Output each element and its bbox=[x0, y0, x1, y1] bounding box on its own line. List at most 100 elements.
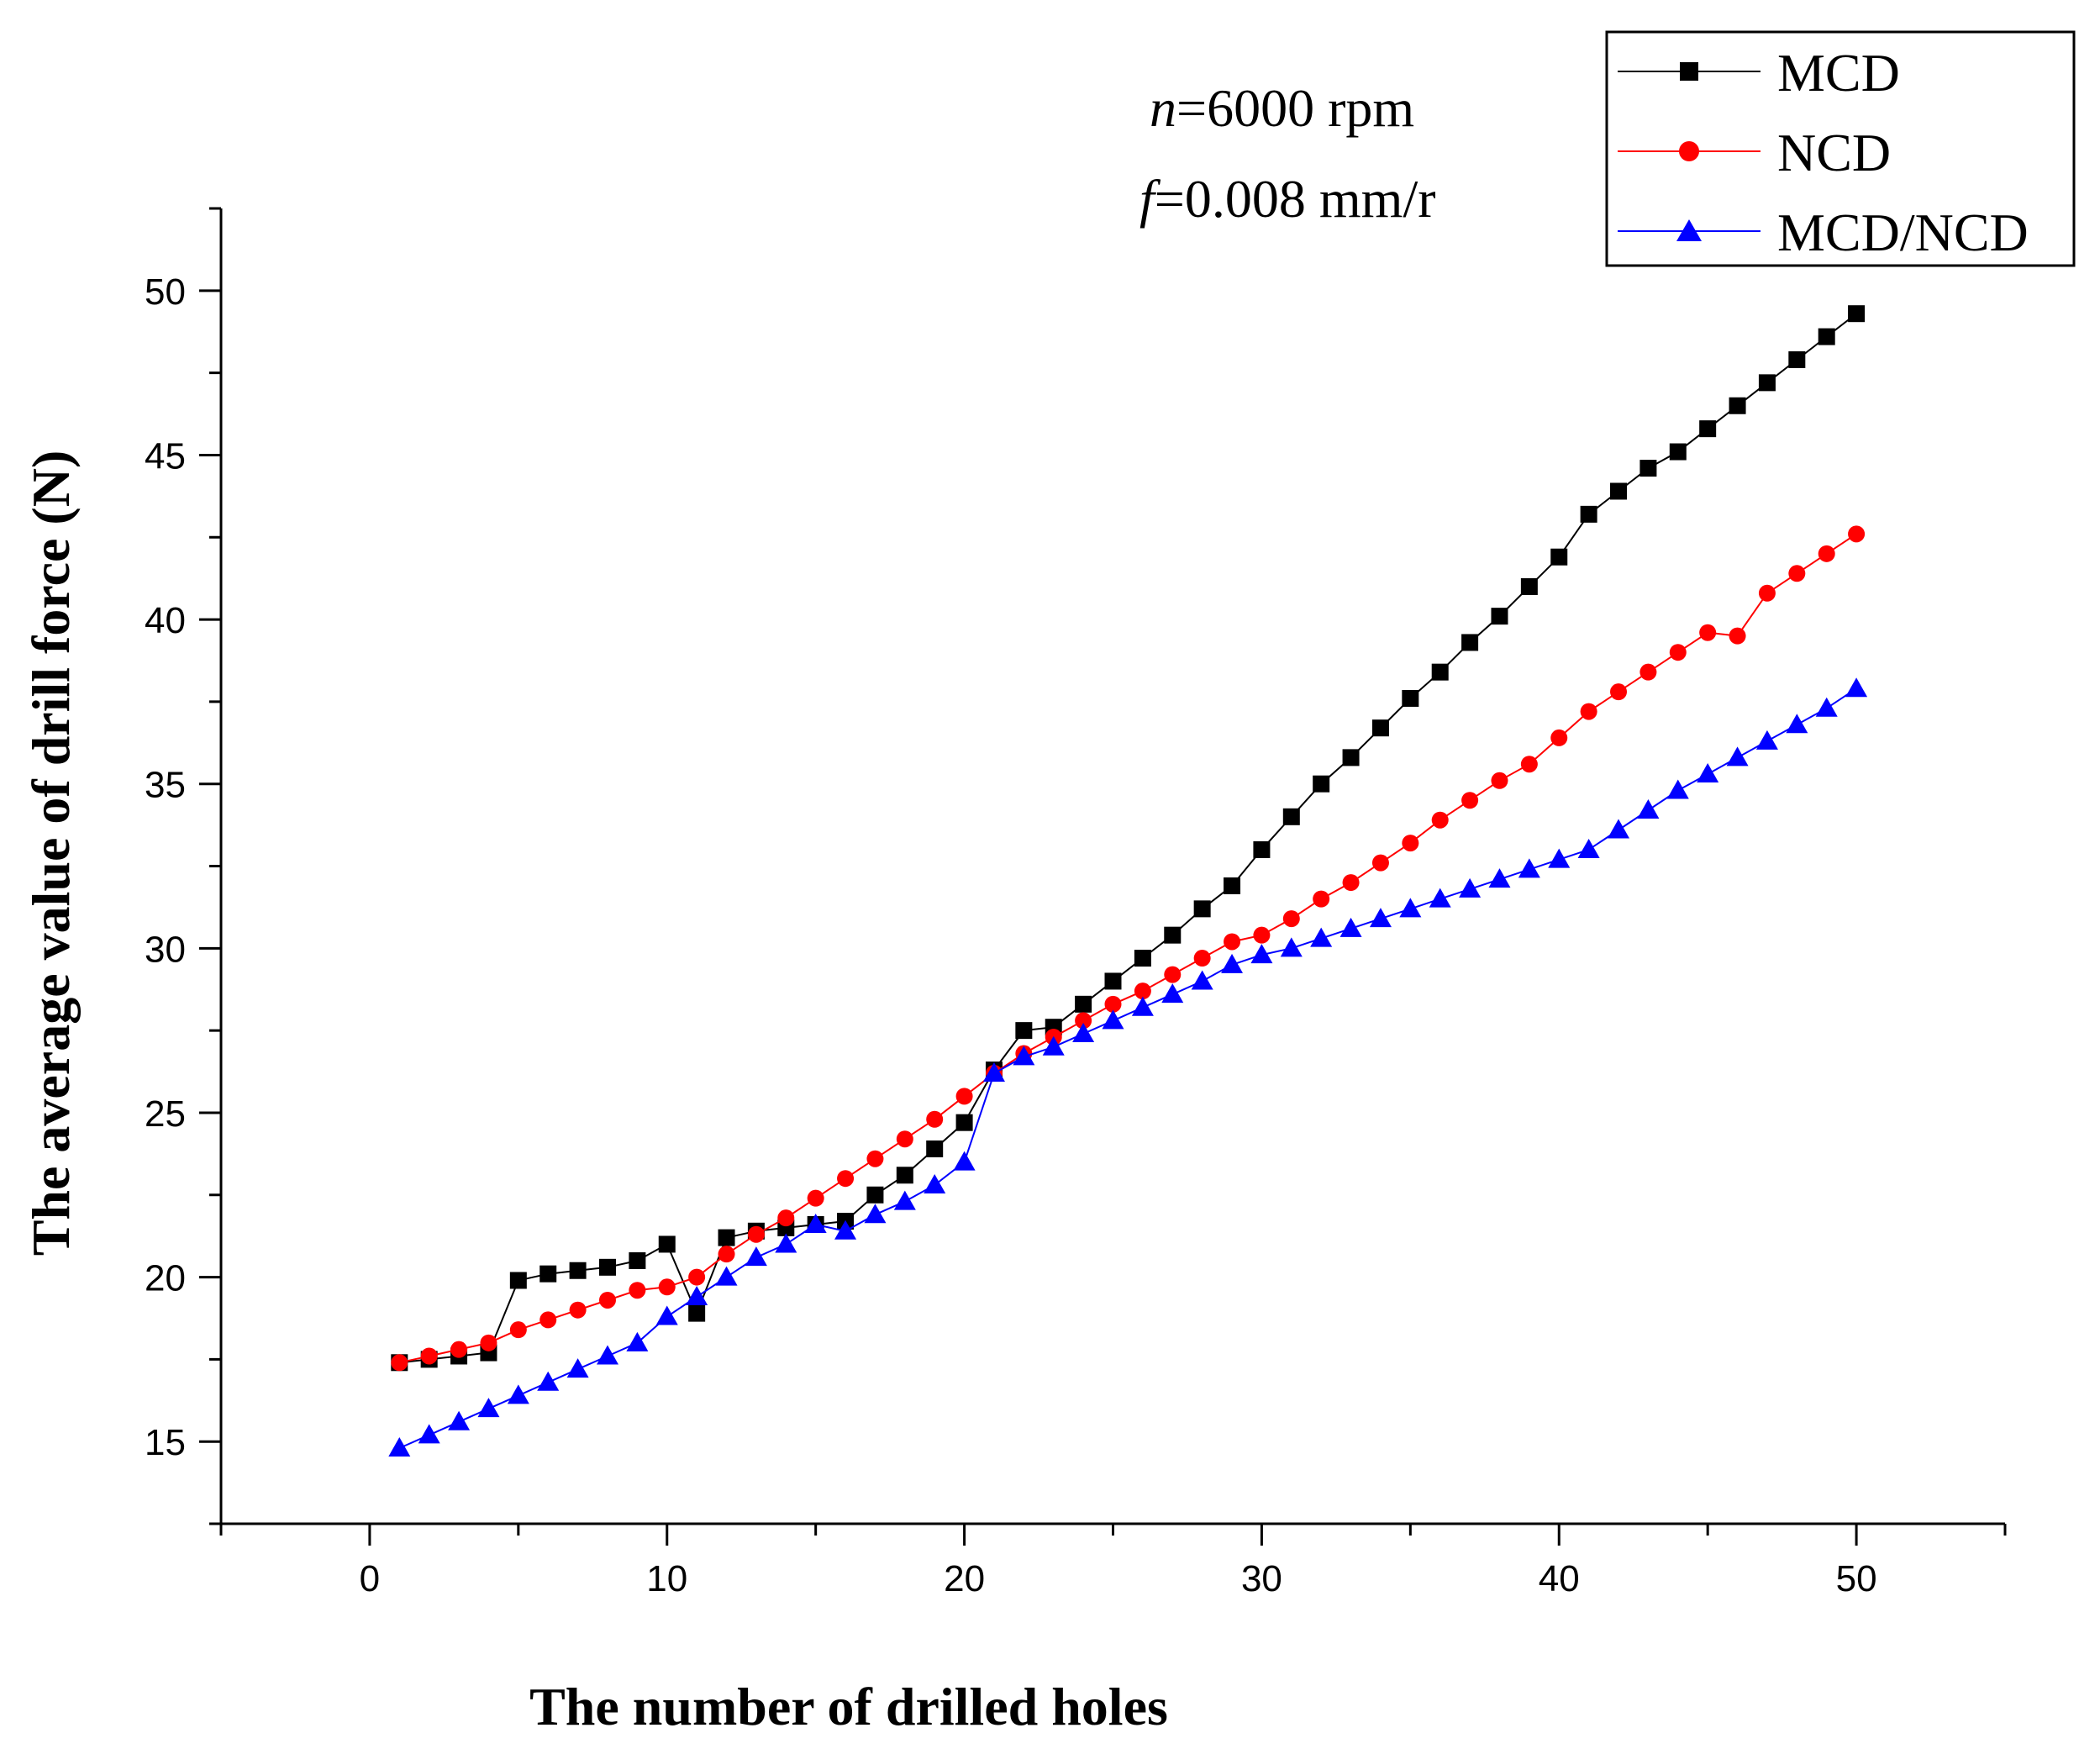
x-tick-label: 20 bbox=[944, 1558, 985, 1599]
data-point-mcd-ncd bbox=[566, 1358, 589, 1378]
data-point-ncd bbox=[629, 1282, 646, 1299]
legend-label-ncd: NCD bbox=[1777, 123, 1891, 182]
data-point-mcd bbox=[598, 1258, 616, 1276]
y-tick-label: 50 bbox=[145, 271, 186, 313]
ticks: 0 10 20 30 40 50 15 20 25 30 35 40 45 50 bbox=[145, 207, 2007, 1599]
data-point-mcd bbox=[718, 1229, 735, 1246]
data-point-ncd bbox=[926, 1110, 944, 1128]
data-point-mcd-ncd bbox=[745, 1246, 767, 1267]
data-point-mcd-ncd bbox=[982, 1062, 1005, 1082]
data-point-ncd bbox=[1402, 835, 1419, 852]
data-point-ncd bbox=[1848, 525, 1866, 543]
data-point-ncd bbox=[1491, 772, 1508, 789]
data-point-mcd-ncd bbox=[893, 1190, 916, 1210]
data-point-mcd bbox=[1610, 482, 1628, 500]
data-point-mcd-ncd bbox=[834, 1220, 857, 1240]
data-point-ncd bbox=[1639, 663, 1657, 681]
data-point-mcd-ncd bbox=[1369, 908, 1392, 928]
data-point-mcd-ncd bbox=[655, 1305, 678, 1325]
data-point-ncd bbox=[688, 1268, 706, 1286]
legend-label-mcd-ncd: MCD/NCD bbox=[1777, 203, 2029, 262]
series-mcd-ncd bbox=[388, 677, 1868, 1457]
data-point-mcd-ncd bbox=[1666, 779, 1689, 799]
rpm-annotation: n=6000 rpm bbox=[1150, 78, 1414, 138]
data-point-ncd bbox=[718, 1246, 735, 1263]
series-layer bbox=[388, 305, 1868, 1457]
data-point-ncd bbox=[1431, 811, 1449, 829]
y-axis-title: The average value of drill force (N) bbox=[21, 450, 81, 1256]
data-point-mcd-ncd bbox=[388, 1437, 411, 1457]
data-point-ncd bbox=[450, 1341, 468, 1358]
data-point-mcd bbox=[1431, 663, 1449, 681]
data-point-ncd bbox=[1758, 584, 1776, 602]
data-point-mcd-ncd bbox=[715, 1266, 738, 1286]
data-point-ncd bbox=[1818, 545, 1835, 562]
data-point-mcd-ncd bbox=[1250, 944, 1273, 964]
data-point-ncd bbox=[866, 1150, 884, 1167]
data-point-mcd-ncd bbox=[1637, 798, 1660, 819]
x-tick-label: 0 bbox=[360, 1558, 380, 1599]
legend-marker-mcd bbox=[1680, 62, 1698, 81]
y-tick-label: 35 bbox=[145, 765, 186, 806]
data-point-ncd bbox=[896, 1130, 913, 1148]
data-point-ncd bbox=[1788, 565, 1806, 582]
data-point-mcd bbox=[1461, 634, 1479, 651]
legend-marker-ncd bbox=[1679, 141, 1699, 161]
data-point-ncd bbox=[569, 1301, 587, 1319]
data-point-mcd bbox=[1402, 689, 1419, 707]
data-point-ncd bbox=[837, 1170, 855, 1188]
data-point-mcd-ncd bbox=[1608, 819, 1630, 839]
data-point-ncd bbox=[658, 1278, 676, 1296]
data-point-mcd bbox=[1342, 749, 1360, 767]
series-line-mcd-ncd bbox=[398, 687, 1857, 1449]
series-ncd bbox=[391, 525, 1866, 1372]
data-point-ncd bbox=[509, 1321, 527, 1339]
data-point-ncd bbox=[420, 1347, 438, 1365]
data-point-mcd-ncd bbox=[953, 1151, 976, 1171]
data-point-mcd bbox=[1371, 719, 1389, 737]
data-point-ncd bbox=[1729, 627, 1746, 645]
rpm-value: =6000 rpm bbox=[1176, 78, 1414, 138]
data-point-ncd bbox=[1699, 624, 1717, 641]
data-point-ncd bbox=[1282, 910, 1300, 928]
x-tick-label: 40 bbox=[1539, 1558, 1580, 1599]
data-point-mcd-ncd bbox=[1042, 1035, 1065, 1056]
data-point-mcd-ncd bbox=[1697, 762, 1719, 782]
data-point-mcd bbox=[1758, 374, 1776, 392]
data-point-mcd bbox=[658, 1235, 676, 1253]
data-point-mcd bbox=[1699, 420, 1717, 438]
data-point-mcd-ncd bbox=[1429, 888, 1451, 908]
data-point-mcd-ncd bbox=[1013, 1046, 1035, 1066]
series-mcd bbox=[391, 305, 1866, 1372]
legend: MCD NCD MCD/NCD bbox=[1605, 30, 2076, 267]
data-point-ncd bbox=[1164, 966, 1182, 983]
data-point-ncd bbox=[1371, 854, 1389, 872]
data-point-mcd bbox=[1729, 397, 1746, 414]
feed-annotation: f=0.008 mm/r bbox=[1139, 169, 1436, 229]
data-point-mcd-ncd bbox=[1786, 714, 1808, 734]
data-point-mcd-ncd bbox=[507, 1384, 529, 1404]
data-point-mcd bbox=[539, 1265, 557, 1283]
data-point-mcd bbox=[509, 1272, 527, 1289]
legend-label-mcd: MCD bbox=[1777, 43, 1900, 103]
data-point-ncd bbox=[1550, 729, 1568, 746]
data-point-mcd-ncd bbox=[448, 1410, 471, 1430]
data-point-mcd-ncd bbox=[1310, 927, 1333, 947]
data-point-mcd bbox=[1491, 608, 1508, 625]
data-point-ncd bbox=[1134, 982, 1151, 1000]
data-point-mcd bbox=[955, 1114, 973, 1131]
data-point-ncd bbox=[1253, 926, 1271, 944]
data-point-mcd-ncd bbox=[626, 1331, 649, 1351]
data-point-mcd bbox=[1164, 926, 1182, 944]
data-point-mcd-ncd bbox=[1726, 746, 1749, 767]
data-point-mcd-ncd bbox=[1072, 1023, 1095, 1043]
y-tick-label: 25 bbox=[145, 1093, 186, 1135]
data-point-ncd bbox=[480, 1334, 497, 1351]
data-point-mcd bbox=[866, 1186, 884, 1204]
data-point-mcd-ncd bbox=[1845, 677, 1868, 698]
data-point-ncd bbox=[1342, 874, 1360, 892]
data-point-mcd bbox=[1015, 1022, 1033, 1040]
data-point-mcd-ncd bbox=[804, 1213, 827, 1233]
rpm-var: n bbox=[1150, 78, 1176, 138]
data-point-ncd bbox=[1104, 995, 1122, 1013]
